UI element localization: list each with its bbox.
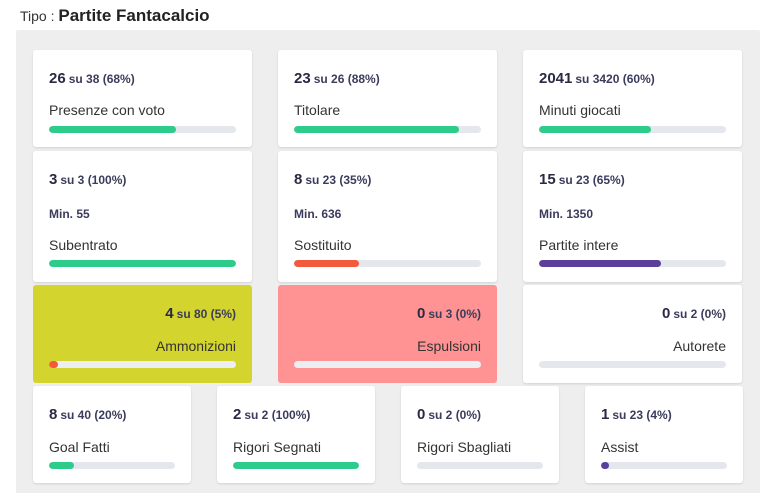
card-minuti: 2041 su 3420 (60%) Minuti giocati xyxy=(523,50,742,147)
espulsioni-total: su 3 (0%) xyxy=(428,307,481,321)
rigori-sbagliati-progress-bar xyxy=(417,462,543,469)
card-subentrato: 3 su 3 (100%) Min. 55 Subentrato xyxy=(33,151,252,282)
assist-progress-fill xyxy=(601,462,609,469)
sostituito-progress-fill xyxy=(294,260,360,267)
rigori-segnati-count: 2 xyxy=(233,406,242,423)
intere-total: su 23 (65%) xyxy=(558,173,625,187)
card-presenze: 26 su 38 (68%) Presenze con voto xyxy=(33,50,252,147)
card-rigori-segnati: 2 su 2 (100%) Rigori Segnati xyxy=(217,386,375,483)
goal-total: su 40 (20%) xyxy=(60,408,127,422)
ammonizioni-total: su 80 (5%) xyxy=(176,307,236,321)
presenze-progress-fill xyxy=(49,126,177,133)
goal-progress-bar xyxy=(49,462,175,469)
rigori-sbagliati-count: 0 xyxy=(417,406,426,423)
espulsioni-progress-bar xyxy=(294,361,481,368)
autorete-count: 0 xyxy=(661,305,671,322)
espulsioni-count: 0 xyxy=(416,305,426,322)
minuti-stat: 2041 su 3420 (60%) xyxy=(539,70,655,87)
goal-stat: 8 su 40 (20%) xyxy=(49,406,126,423)
card-titolare: 23 su 26 (88%) Titolare xyxy=(278,50,497,147)
titolare-progress-fill xyxy=(294,126,459,133)
presenze-count: 26 xyxy=(49,70,66,87)
rigori-segnati-stat: 2 su 2 (100%) xyxy=(233,406,310,423)
card-goal-fatti: 8 su 40 (20%) Goal Fatti xyxy=(33,386,191,483)
autorete-total: su 2 (0%) xyxy=(673,307,726,321)
intere-label: Partite intere xyxy=(539,237,619,253)
presenze-stat: 26 su 38 (68%) xyxy=(49,70,135,87)
rigori-segnati-label: Rigori Segnati xyxy=(233,439,321,455)
intere-progress-fill xyxy=(539,260,661,267)
espulsioni-label: Espulsioni xyxy=(417,338,481,354)
minuti-progress-fill xyxy=(539,126,652,133)
espulsioni-stat: 0 su 3 (0%) xyxy=(417,305,481,322)
assist-label: Assist xyxy=(601,439,639,455)
rigori-sbagliati-stat: 0 su 2 (0%) xyxy=(417,406,481,423)
sostituito-progress-bar xyxy=(294,260,481,267)
minuti-progress-bar xyxy=(539,126,726,133)
titolare-stat: 23 su 26 (88%) xyxy=(294,70,380,87)
minuti-total: su 3420 (60%) xyxy=(575,72,655,86)
ammonizioni-label: Ammonizioni xyxy=(155,338,236,354)
sostituito-label: Sostituito xyxy=(294,237,352,253)
minuti-count: 2041 xyxy=(539,70,573,87)
titolare-label: Titolare xyxy=(294,102,341,118)
presenze-label: Presenze con voto xyxy=(49,102,165,118)
goal-label: Goal Fatti xyxy=(49,439,110,455)
ammonizioni-progress-fill xyxy=(49,361,59,368)
card-ammonizioni: 4 su 80 (5%) Ammonizioni xyxy=(33,285,252,383)
ammonizioni-progress-bar xyxy=(49,361,236,368)
assist-count: 1 xyxy=(601,406,610,423)
subentrato-total: su 3 (100%) xyxy=(60,173,127,187)
autorete-progress-bar xyxy=(539,361,726,368)
subentrato-minutes: Min. 55 xyxy=(49,207,90,221)
rigori-segnati-total: su 2 (100%) xyxy=(244,408,311,422)
rigori-sbagliati-total: su 2 (0%) xyxy=(428,408,482,422)
ammonizioni-count: 4 xyxy=(165,305,174,322)
subentrato-count: 3 xyxy=(49,171,58,188)
card-partite-intere: 15 su 23 (65%) Min. 1350 Partite intere xyxy=(523,151,742,282)
intere-minutes: Min. 1350 xyxy=(539,207,594,221)
assist-progress-bar xyxy=(601,462,727,469)
card-espulsioni: 0 su 3 (0%) Espulsioni xyxy=(278,285,497,383)
subentrato-label: Subentrato xyxy=(49,237,118,253)
sostituito-count: 8 xyxy=(294,171,303,188)
goal-progress-fill xyxy=(49,462,75,469)
subentrato-progress-fill xyxy=(49,260,236,267)
tipo-prefix: Tipo : xyxy=(20,8,55,24)
assist-total: su 23 (4%) xyxy=(612,408,672,422)
presenze-progress-bar xyxy=(49,126,236,133)
subentrato-stat: 3 su 3 (100%) xyxy=(49,171,126,188)
ammonizioni-stat: 4 su 80 (5%) xyxy=(165,305,236,322)
sostituito-minutes: Min. 636 xyxy=(294,207,342,221)
titolare-total: su 26 (88%) xyxy=(313,72,380,86)
page-header: Tipo : Partite Fantacalcio xyxy=(20,6,210,26)
presenze-total: su 38 (68%) xyxy=(68,72,135,86)
sostituito-stat: 8 su 23 (35%) xyxy=(294,171,371,188)
card-autorete: 0 su 2 (0%) Autorete xyxy=(523,285,742,383)
tipo-title: Partite Fantacalcio xyxy=(58,6,210,25)
intere-count: 15 xyxy=(539,171,556,188)
subentrato-progress-bar xyxy=(49,260,236,267)
assist-stat: 1 su 23 (4%) xyxy=(601,406,672,423)
minuti-label: Minuti giocati xyxy=(539,102,621,118)
card-rigori-sbagliati: 0 su 2 (0%) Rigori Sbagliati xyxy=(401,386,559,483)
intere-progress-bar xyxy=(539,260,726,267)
intere-stat: 15 su 23 (65%) xyxy=(539,171,625,188)
card-sostituito: 8 su 23 (35%) Min. 636 Sostituito xyxy=(278,151,497,282)
sostituito-total: su 23 (35%) xyxy=(305,173,372,187)
autorete-label: Autorete xyxy=(673,338,726,354)
titolare-progress-bar xyxy=(294,126,481,133)
rigori-segnati-progress-bar xyxy=(233,462,359,469)
goal-count: 8 xyxy=(49,406,58,423)
titolare-count: 23 xyxy=(294,70,311,87)
rigori-sbagliati-label: Rigori Sbagliati xyxy=(417,439,512,455)
card-assist: 1 su 23 (4%) Assist xyxy=(585,386,743,483)
rigori-segnati-progress-fill xyxy=(233,462,359,469)
autorete-stat: 0 su 2 (0%) xyxy=(662,305,726,322)
